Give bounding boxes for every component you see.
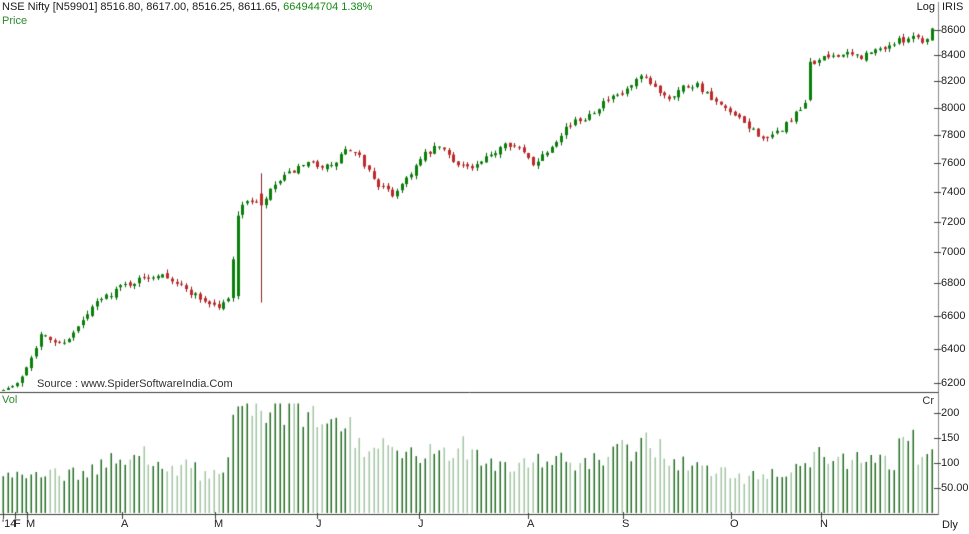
volume-axis-tick: 200 xyxy=(941,406,960,419)
price-axis-tick: 7000 xyxy=(941,245,966,258)
time-axis-tick: M xyxy=(26,518,36,530)
scale-mode-label[interactable]: Log xyxy=(916,1,935,13)
volume-change-text: 664944704 1.38% xyxy=(283,1,373,13)
periodicity-label[interactable]: Dly xyxy=(942,519,958,531)
price-axis-tick: 6200 xyxy=(941,376,966,389)
price-pane-label: Price xyxy=(2,15,28,27)
price-axis-tick: 6600 xyxy=(941,309,966,322)
time-axis-tick: A xyxy=(121,518,129,530)
time-axis-tick: '14 xyxy=(2,518,17,530)
price-axis-tick: 7600 xyxy=(941,156,966,169)
price-axis-tick: 8400 xyxy=(941,48,966,61)
time-axis-tick: A xyxy=(527,518,535,530)
symbol-ohlc-text: NSE Nifty [N59901] 8516.80, 8617.00, 851… xyxy=(2,1,281,13)
time-axis-tick: N xyxy=(820,518,828,530)
price-axis-tick: 8200 xyxy=(941,74,966,87)
time-axis-tick: O xyxy=(730,518,739,530)
price-axis-tick: 6800 xyxy=(941,276,966,289)
volume-axis-tick: 150 xyxy=(941,431,960,444)
price-axis-tick: 6400 xyxy=(941,342,966,355)
time-axis-tick: S xyxy=(622,518,630,530)
price-axis-tick: 7400 xyxy=(941,185,966,198)
time-axis-tick: F xyxy=(14,518,21,530)
price-axis-tick: 7200 xyxy=(941,215,966,228)
app-logo-text: IRIS xyxy=(942,1,964,13)
volume-axis-tick: 100 xyxy=(941,456,960,469)
price-axis-tick: 8600 xyxy=(941,23,966,36)
time-axis-tick: M xyxy=(214,518,224,530)
price-axis-tick: 7800 xyxy=(941,128,966,141)
time-axis-tick: J xyxy=(316,518,322,530)
source-watermark: Source : www.SpiderSoftwareIndia.Com xyxy=(37,378,233,390)
price-axis-tick: 8000 xyxy=(941,101,966,114)
volume-unit-label: Cr xyxy=(922,395,934,407)
volume-axis-tick: 50.00 xyxy=(941,481,969,494)
symbol-header: NSE Nifty [N59901] 8516.80, 8617.00, 851… xyxy=(2,1,372,13)
volume-pane-label: Vol xyxy=(2,394,18,406)
time-axis-tick: J xyxy=(418,518,424,530)
